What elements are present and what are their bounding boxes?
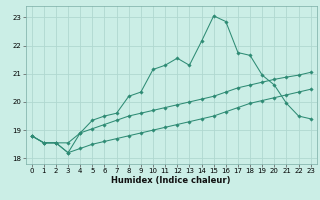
X-axis label: Humidex (Indice chaleur): Humidex (Indice chaleur) [111,176,231,185]
